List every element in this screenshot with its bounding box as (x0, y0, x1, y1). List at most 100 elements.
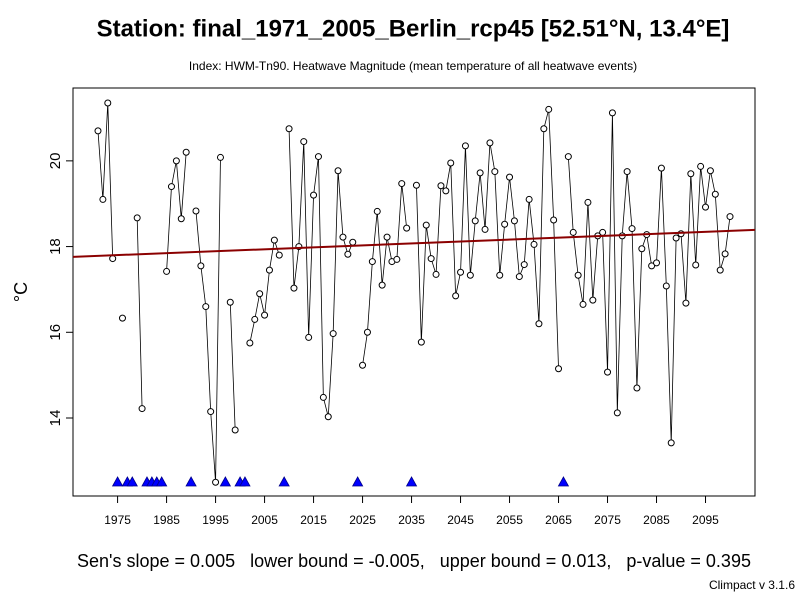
data-point (604, 368, 612, 376)
missing-marker (126, 476, 138, 487)
x-tick-label: 2045 (447, 513, 474, 527)
data-point (246, 339, 254, 347)
data-point (363, 328, 371, 336)
y-tick-label: 20 (47, 153, 64, 170)
chart-title: Station: final_1971_2005_Berlin_rcp45 [5… (97, 15, 730, 42)
data-point (163, 267, 171, 275)
data-point (359, 361, 367, 369)
data-point (481, 225, 489, 233)
data-point (373, 207, 381, 215)
data-point (383, 233, 391, 241)
data-point (540, 125, 548, 133)
data-point (687, 170, 695, 178)
data-point (133, 214, 141, 222)
data-point (167, 183, 175, 191)
data-point (506, 173, 514, 181)
data-point (403, 224, 411, 232)
missing-marker (156, 476, 168, 487)
data-point (339, 233, 347, 241)
data-point (251, 315, 259, 323)
x-tick-label: 1985 (153, 513, 180, 527)
data-point (270, 236, 278, 244)
data-point (682, 299, 690, 307)
x-tick-label: 2085 (643, 513, 670, 527)
data-point (94, 127, 102, 135)
data-point (182, 148, 190, 156)
data-point (584, 198, 592, 206)
data-point (589, 296, 597, 304)
data-point (378, 281, 386, 289)
data-point (99, 195, 107, 203)
data-point (393, 255, 401, 263)
data-point (711, 190, 719, 198)
data-point (349, 238, 357, 246)
data-point (599, 228, 607, 236)
data-point (319, 393, 327, 401)
data-point (197, 262, 205, 270)
x-tick-label: 2005 (251, 513, 278, 527)
data-point (525, 195, 533, 203)
data-point (172, 157, 180, 165)
data-point (535, 320, 543, 328)
missing-marker (405, 476, 418, 487)
data-point (461, 142, 469, 150)
data-point (657, 164, 665, 172)
x-tick-label: 2055 (496, 513, 523, 527)
missing-marker (239, 476, 251, 487)
x-tick-label: 2075 (594, 513, 621, 527)
data-point (721, 250, 729, 258)
data-point (716, 266, 724, 274)
data-point (574, 271, 582, 279)
data-point (334, 167, 342, 175)
data-point (437, 182, 445, 190)
missing-marker (278, 476, 290, 487)
x-tick-label: 2065 (545, 513, 572, 527)
data-point (623, 168, 631, 176)
data-point (432, 270, 440, 278)
data-point (491, 168, 499, 176)
data-point (550, 216, 558, 224)
data-point (305, 333, 313, 341)
series-line (97, 102, 731, 483)
y-tick-label: 16 (47, 324, 64, 341)
data-point (138, 405, 146, 413)
data-point (520, 261, 528, 269)
footer-stats: Sen's slope = 0.005 lower bound = -0.005… (77, 551, 751, 571)
data-point (104, 99, 112, 107)
missing-marker (351, 476, 364, 487)
chart-subtitle: Index: HWM-Tn90. Heatwave Magnitude (mea… (189, 59, 637, 73)
data-point (579, 300, 587, 308)
data-point (314, 153, 322, 161)
data-point (466, 271, 474, 279)
missing-marker (111, 476, 124, 487)
data-point (398, 180, 406, 188)
missing-marker (185, 476, 197, 487)
data-point (648, 262, 656, 270)
data-point (261, 311, 269, 319)
data-point (702, 203, 710, 211)
data-point (706, 167, 714, 175)
data-point (202, 303, 210, 311)
data-point (216, 153, 224, 161)
x-tick-label: 2025 (349, 513, 376, 527)
x-tick-label: 1995 (202, 513, 229, 527)
data-point (457, 268, 465, 276)
data-point (212, 478, 220, 486)
data-point (608, 109, 616, 117)
data-point (653, 259, 661, 267)
data-point (329, 330, 337, 338)
data-point (265, 266, 273, 274)
data-point (177, 215, 185, 223)
data-point (290, 284, 298, 292)
data-point (667, 439, 675, 447)
data-point (452, 292, 460, 300)
data-point (476, 169, 484, 177)
data-point (256, 290, 264, 298)
x-tick-label: 2095 (692, 513, 719, 527)
data-point (545, 105, 553, 113)
data-point (275, 251, 283, 259)
y-axis-label: °C (11, 282, 31, 302)
y-tick-label: 14 (47, 410, 64, 427)
data-point (569, 228, 577, 236)
